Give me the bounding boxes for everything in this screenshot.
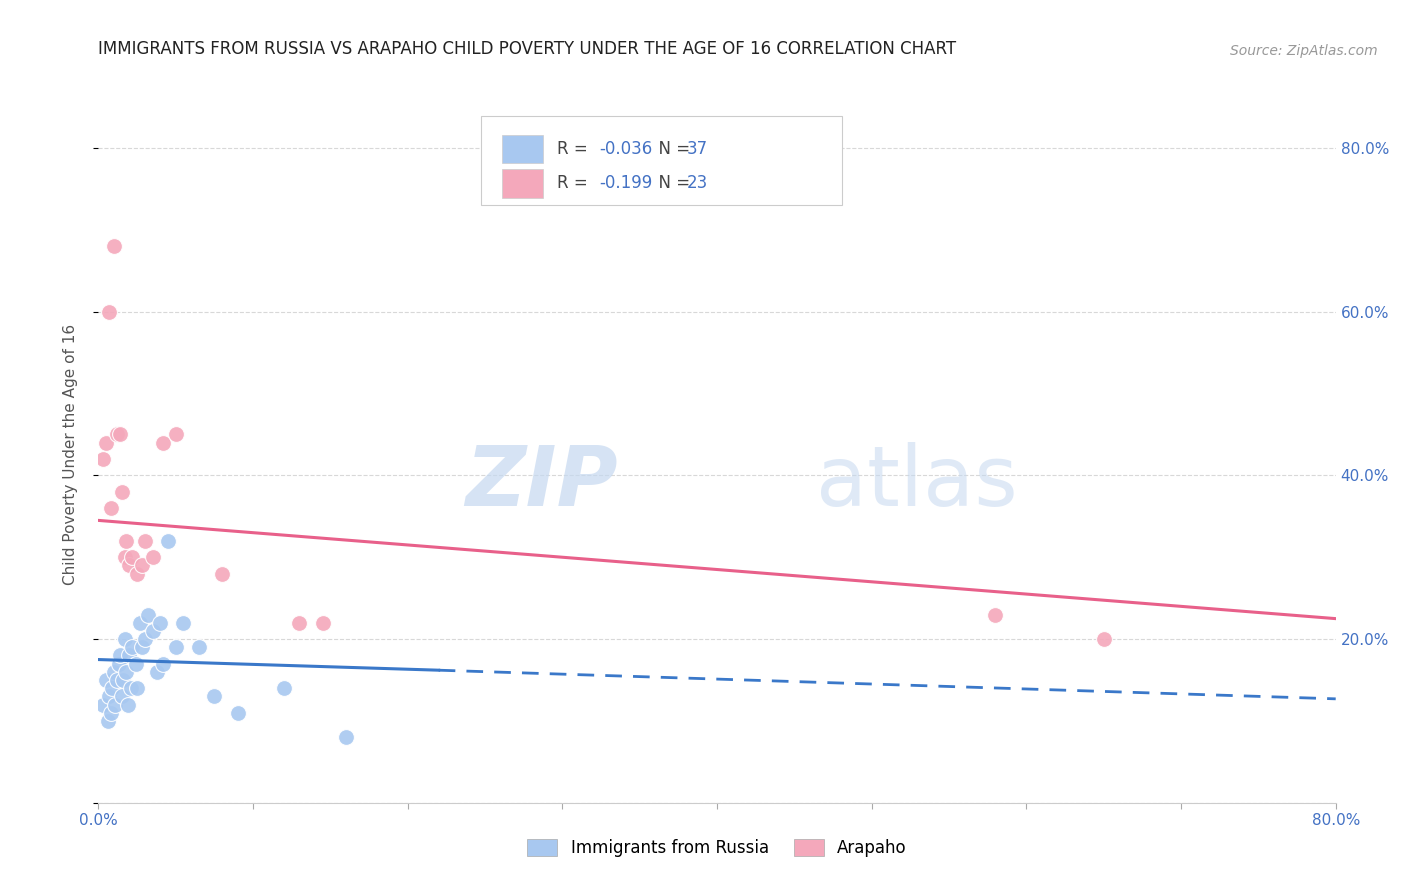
Point xyxy=(136,607,159,622)
Point xyxy=(111,690,134,704)
Point xyxy=(288,615,311,630)
Point xyxy=(117,698,139,712)
Point xyxy=(115,533,138,548)
Point xyxy=(96,673,118,687)
Text: N =: N = xyxy=(648,174,696,193)
Text: N =: N = xyxy=(648,140,696,158)
Legend: Immigrants from Russia, Arapaho: Immigrants from Russia, Arapaho xyxy=(520,832,914,864)
Point xyxy=(273,681,295,696)
Point xyxy=(103,239,125,253)
Point xyxy=(131,558,153,573)
Point xyxy=(142,550,165,565)
Point xyxy=(103,665,125,679)
Point xyxy=(101,681,124,696)
Point xyxy=(312,615,335,630)
Point xyxy=(134,632,156,646)
Point xyxy=(120,681,142,696)
Point xyxy=(226,706,249,720)
Point xyxy=(134,533,156,548)
Point xyxy=(127,566,149,581)
Point xyxy=(115,665,138,679)
Text: -0.199: -0.199 xyxy=(599,174,652,193)
Point xyxy=(204,690,226,704)
Point xyxy=(111,484,134,499)
Point xyxy=(112,673,135,687)
Point xyxy=(121,550,143,565)
Point xyxy=(211,566,233,581)
Point xyxy=(984,607,1007,622)
Point xyxy=(108,648,131,663)
Point xyxy=(1092,632,1115,646)
Text: R =: R = xyxy=(557,140,593,158)
Point xyxy=(118,648,141,663)
Point xyxy=(173,615,195,630)
Point xyxy=(100,706,122,720)
Text: R =: R = xyxy=(557,174,599,193)
Point xyxy=(165,640,187,655)
Text: ZIP: ZIP xyxy=(465,442,619,524)
Point xyxy=(105,673,128,687)
Point xyxy=(97,714,120,728)
Point xyxy=(152,657,174,671)
Text: Source: ZipAtlas.com: Source: ZipAtlas.com xyxy=(1230,44,1378,58)
Point xyxy=(98,690,121,704)
Point xyxy=(91,698,114,712)
Point xyxy=(129,615,152,630)
Text: 23: 23 xyxy=(686,174,707,193)
Point xyxy=(121,640,143,655)
Point xyxy=(131,640,153,655)
Point xyxy=(127,681,149,696)
Point xyxy=(146,665,169,679)
Point xyxy=(188,640,211,655)
Point xyxy=(165,427,187,442)
Point xyxy=(152,435,174,450)
Point xyxy=(105,427,128,442)
Point xyxy=(104,698,127,712)
Point xyxy=(149,615,172,630)
Point xyxy=(114,550,136,565)
Text: -0.036: -0.036 xyxy=(599,140,652,158)
Point xyxy=(91,452,114,467)
Text: atlas: atlas xyxy=(815,442,1018,524)
Text: IMMIGRANTS FROM RUSSIA VS ARAPAHO CHILD POVERTY UNDER THE AGE OF 16 CORRELATION : IMMIGRANTS FROM RUSSIA VS ARAPAHO CHILD … xyxy=(98,40,956,58)
Point xyxy=(142,624,165,638)
Point xyxy=(100,501,122,516)
Point xyxy=(118,558,141,573)
Text: 37: 37 xyxy=(686,140,707,158)
Point xyxy=(114,632,136,646)
Point xyxy=(157,533,180,548)
Point xyxy=(96,435,118,450)
Point xyxy=(124,657,146,671)
Y-axis label: Child Poverty Under the Age of 16: Child Poverty Under the Age of 16 xyxy=(63,325,77,585)
Point xyxy=(335,731,357,745)
Point xyxy=(107,657,129,671)
Point xyxy=(108,427,131,442)
Point xyxy=(98,304,121,318)
